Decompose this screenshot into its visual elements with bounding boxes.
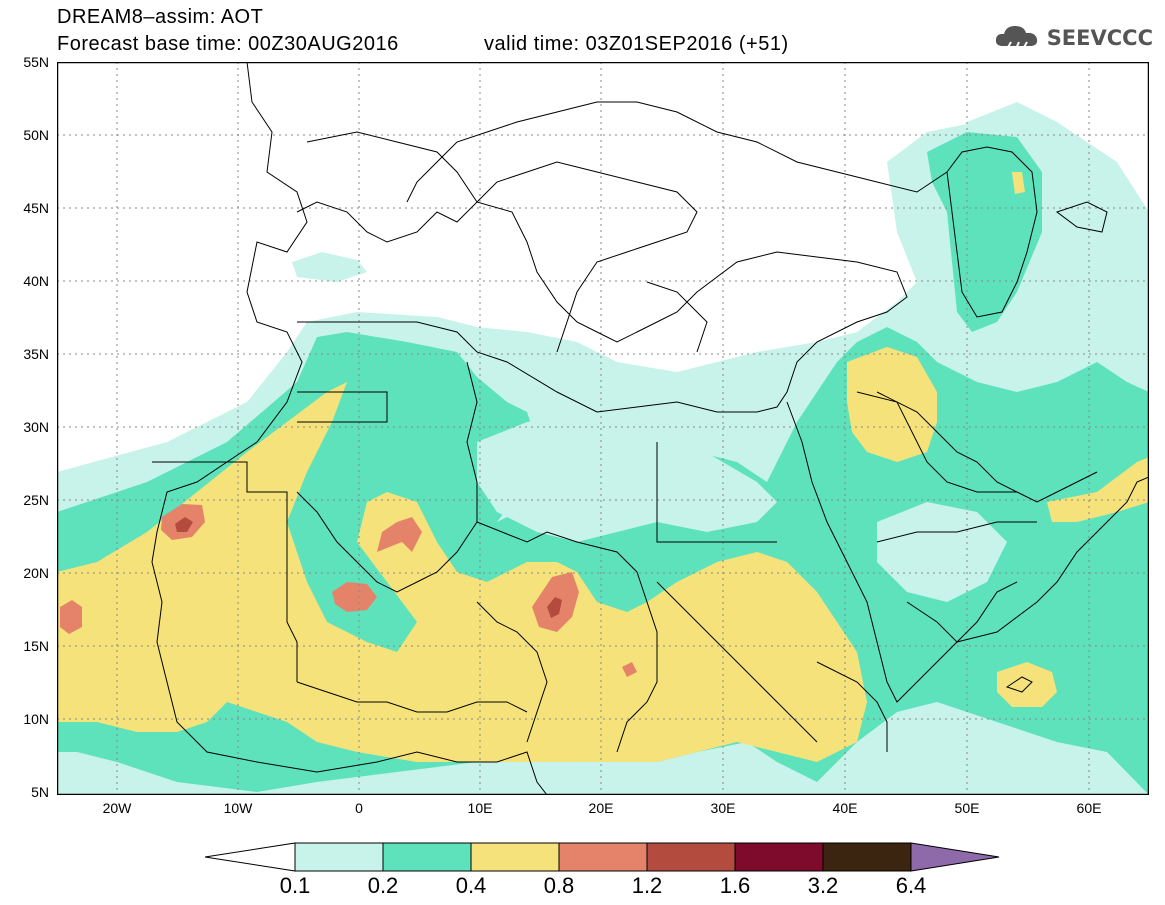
lon-label-20w: 20W <box>102 800 132 816</box>
lon-label-10e: 10E <box>467 800 493 816</box>
lat-label-25n: 25N <box>23 492 49 508</box>
lon-label-30e: 30E <box>710 800 736 816</box>
colorbar-label-0.2: 0.2 <box>367 873 399 898</box>
aot-contour-1.2-chad <box>547 597 562 618</box>
colorbar-bin-1.2-1.6 <box>646 842 736 872</box>
aot-contour-0.8-sudan <box>622 662 637 677</box>
chart-title: DREAM8–assim: AOT <box>57 6 264 28</box>
colorbar-label-0.4: 0.4 <box>455 873 487 898</box>
aot-contour-1.2-westsahara <box>175 517 193 532</box>
colorbar-bin-0.1-0.2 <box>294 842 384 872</box>
map-frame <box>57 62 1149 795</box>
colorbar-bin-1.6-3.2 <box>734 842 824 872</box>
lon-label-50e: 50E <box>954 800 980 816</box>
lat-label-10n: 10N <box>23 711 49 727</box>
lon-label-60e: 60E <box>1076 800 1102 816</box>
colorbar-over-arrow <box>910 842 1000 872</box>
aot-contour-0.8-senegal <box>60 600 82 634</box>
aot-contour-0.8-mali <box>377 517 422 552</box>
colorbar-bin-3.2-6.4 <box>822 842 912 872</box>
lat-label-5n: 5N <box>31 784 49 800</box>
aot-contour-0.2-caspian <box>927 132 1042 332</box>
logo-text: SEEVCCC <box>1046 26 1153 50</box>
valid-time: valid time: 03Z01SEP2016 (+51) <box>484 33 789 55</box>
colorbar-label-0.8: 0.8 <box>543 873 575 898</box>
seevccc-logo: SEEVCCC <box>993 22 1153 54</box>
aot-contour-0.8-niger <box>332 582 377 612</box>
aot-contour-0.4-arabian-sea <box>997 662 1057 707</box>
aot-map <box>57 62 1149 795</box>
graticule <box>57 62 1149 795</box>
colorbar <box>205 842 1000 872</box>
lat-label-15n: 15N <box>23 638 49 654</box>
coastlines <box>151 62 1149 795</box>
aot-contour-0.4-mesopotamia <box>847 347 937 462</box>
aot-contour-0.1-hole-arabia <box>877 502 1007 602</box>
lon-label-40e: 40E <box>832 800 858 816</box>
lat-label-50n: 50N <box>23 127 49 143</box>
colorbar-label-1.2: 1.2 <box>631 873 663 898</box>
lon-label-0: 0 <box>355 800 363 816</box>
aot-contour-0.1-italy <box>292 252 367 282</box>
colorbar-under-arrow <box>205 842 296 872</box>
colorbar-label-3.2: 3.2 <box>807 873 839 898</box>
colorbar-bin-0.4-0.8 <box>470 842 560 872</box>
lat-label-35n: 35N <box>23 346 49 362</box>
colorbar-bin-0.8-1.2 <box>558 842 648 872</box>
lat-label-45n: 45N <box>23 200 49 216</box>
aot-contour-0.1-hole-libya <box>477 412 777 542</box>
cloud-rain-icon <box>995 26 1037 52</box>
lon-label-10w: 10W <box>223 800 253 816</box>
lat-label-55n: 55N <box>23 54 49 70</box>
colorbar-bin-0.2-0.4 <box>382 842 472 872</box>
aot-contour-0.4-west <box>57 382 867 762</box>
aot-field <box>57 102 1149 795</box>
lon-label-20e: 20E <box>588 800 614 816</box>
lat-label-20n: 20N <box>23 565 49 581</box>
colorbar-label-6.4: 6.4 <box>895 873 927 898</box>
colorbar-label-1.6: 1.6 <box>719 873 751 898</box>
lat-label-40n: 40N <box>23 273 49 289</box>
aot-contour-0.4-caspian <box>1012 172 1025 194</box>
lat-label-30n: 30N <box>23 419 49 435</box>
forecast-base-time: Forecast base time: 00Z30AUG2016 <box>57 33 399 55</box>
colorbar-label-0.1: 0.1 <box>279 873 311 898</box>
